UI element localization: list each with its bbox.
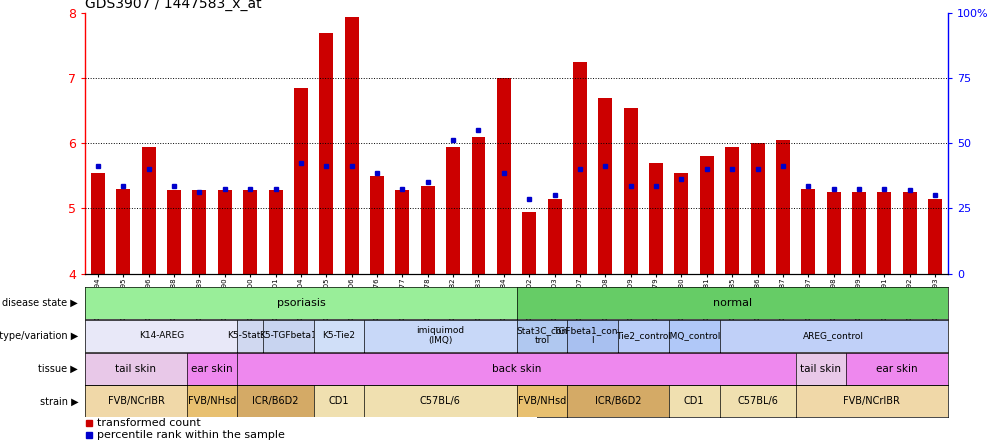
Bar [877, 192, 891, 274]
Text: tail skin: tail skin [800, 364, 841, 373]
Bar [522, 212, 536, 274]
Bar [598, 98, 611, 274]
Bar [648, 163, 662, 274]
Bar [572, 62, 586, 274]
Bar [242, 190, 257, 274]
Text: K5-Tie2: K5-Tie2 [322, 331, 355, 340]
Bar [370, 176, 384, 274]
Bar [776, 140, 790, 274]
Bar [902, 192, 916, 274]
Text: C57BL/6: C57BL/6 [420, 396, 460, 406]
Text: Tie2_control: Tie2_control [615, 331, 670, 340]
Text: tail skin: tail skin [115, 364, 156, 373]
Bar [826, 192, 840, 274]
Text: strain ▶: strain ▶ [39, 396, 78, 406]
Text: K14-AREG: K14-AREG [138, 331, 183, 340]
Bar [269, 190, 283, 274]
Bar [801, 189, 815, 274]
Bar [395, 190, 409, 274]
Text: AREG_control: AREG_control [803, 331, 864, 340]
Bar [673, 173, 687, 274]
Bar [91, 173, 105, 274]
Bar [623, 107, 637, 274]
Text: K5-Stat3C: K5-Stat3C [227, 331, 273, 340]
Bar [446, 147, 460, 274]
Text: psoriasis: psoriasis [277, 298, 325, 308]
Text: ear skin: ear skin [876, 364, 917, 373]
Text: genotype/variation ▶: genotype/variation ▶ [0, 331, 78, 341]
Text: transformed count: transformed count [96, 418, 200, 428]
Bar [852, 192, 865, 274]
Text: Stat3C_con
trol: Stat3C_con trol [516, 326, 567, 345]
Bar [192, 190, 206, 274]
Text: GDS3907 / 1447583_x_at: GDS3907 / 1447583_x_at [85, 0, 262, 11]
Text: ICR/B6D2: ICR/B6D2 [594, 396, 640, 406]
Bar [141, 147, 155, 274]
Text: back skin: back skin [491, 364, 541, 373]
Text: imiquimod
(IMQ): imiquimod (IMQ) [416, 326, 464, 345]
Bar [471, 137, 485, 274]
Bar [116, 189, 130, 274]
Bar [547, 199, 561, 274]
Text: C57BL/6: C57BL/6 [736, 396, 778, 406]
Bar [319, 33, 333, 274]
Text: CD1: CD1 [329, 396, 349, 406]
Bar [345, 16, 359, 274]
Bar [749, 143, 764, 274]
Text: ear skin: ear skin [191, 364, 232, 373]
Text: normal: normal [711, 298, 752, 308]
Bar [421, 186, 434, 274]
Text: FVB/NHsd: FVB/NHsd [187, 396, 236, 406]
Text: disease state ▶: disease state ▶ [2, 298, 78, 308]
Text: ICR/B6D2: ICR/B6D2 [253, 396, 299, 406]
Text: percentile rank within the sample: percentile rank within the sample [96, 430, 285, 440]
Bar [496, 78, 510, 274]
Text: IMQ_control: IMQ_control [666, 331, 720, 340]
Bar [724, 147, 738, 274]
Text: CD1: CD1 [683, 396, 703, 406]
Text: FVB/NCrIBR: FVB/NCrIBR [107, 396, 164, 406]
Text: tissue ▶: tissue ▶ [38, 364, 78, 373]
Bar [699, 156, 713, 274]
Text: FVB/NHsd: FVB/NHsd [517, 396, 565, 406]
Text: K5-TGFbeta1: K5-TGFbeta1 [260, 331, 317, 340]
Text: FVB/NCrIBR: FVB/NCrIBR [843, 396, 899, 406]
Bar [217, 190, 231, 274]
Bar [294, 88, 308, 274]
Text: TGFbeta1_control
l: TGFbeta1_control l [552, 326, 632, 345]
Bar [927, 199, 941, 274]
Bar [167, 190, 180, 274]
